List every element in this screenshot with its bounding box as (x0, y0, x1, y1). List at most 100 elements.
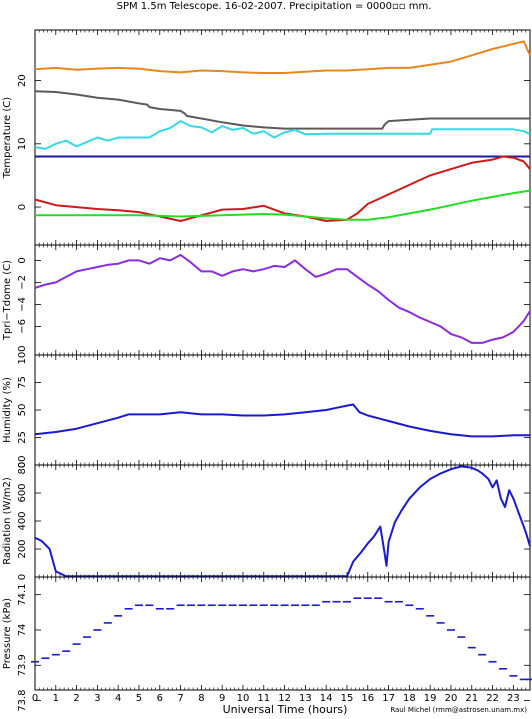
pressure-point (72, 643, 81, 645)
series-line-blue (34, 465, 531, 578)
pressure-point (249, 604, 258, 607)
y-axis-label: Temperature (C) (2, 97, 13, 179)
y-tick-label: 0 (17, 462, 28, 468)
series-line-red (34, 155, 531, 222)
pressure-point (166, 607, 175, 610)
y-tick-label: 25 (17, 431, 28, 444)
pressure-point (436, 622, 445, 624)
pressure-point (290, 604, 299, 607)
x-tick-label: 20 (445, 693, 458, 704)
y-tick-label: 10 (17, 137, 28, 150)
pressure-point (363, 597, 372, 599)
x-tick-label: 9 (219, 693, 225, 704)
pressure-point (186, 604, 195, 607)
y-tick-label: 73.8 (17, 689, 28, 711)
x-tick-label: 14 (320, 693, 333, 704)
x-tick-label: 5 (136, 693, 142, 704)
x-tick-label: 23 (507, 693, 520, 704)
y-axis-label: Radiation (W/m2) (2, 477, 13, 565)
pressure-point (332, 600, 341, 603)
y-tick-label: 400 (17, 511, 28, 530)
series-line-blue (34, 403, 530, 438)
pressure-point (228, 604, 237, 607)
x-axis-label: Universal Time (hours) (223, 703, 348, 716)
pressure-point (207, 604, 216, 607)
pressure-point (103, 622, 112, 624)
pressure-point (134, 604, 143, 607)
pressure-point (145, 604, 154, 607)
pressure-point (51, 653, 60, 656)
pressure-point (384, 600, 393, 603)
pressure-point (176, 604, 185, 607)
pressure-point (498, 668, 507, 670)
pressure-point (259, 604, 268, 607)
y-tick-label: 0 (17, 257, 28, 263)
x-tick-label: 11 (257, 693, 270, 704)
pressure-point (509, 675, 518, 677)
pressure-point (124, 607, 133, 610)
pressure-point (394, 600, 403, 603)
x-tick-label: 22 (486, 693, 499, 704)
pressure-point (31, 660, 39, 663)
x-tick-label: 16 (361, 693, 374, 704)
pressure-point (311, 604, 320, 607)
pressure-point (62, 650, 71, 652)
panel-frame (34, 244, 531, 356)
series-line-orange (34, 40, 531, 74)
panel-frame (34, 464, 531, 578)
x-axis: 0 1 2 3 4 5 6 7 8 9 10 11 12 13 14 15 16 17 18 19 20 21 22 23 (32, 693, 520, 704)
y-tick-label: 600 (17, 483, 28, 502)
pressure-point (405, 604, 414, 607)
pressure-point (342, 600, 351, 603)
pressure-point (457, 636, 466, 638)
pressure-point (526, 678, 532, 681)
y-tick-label: 74 (17, 624, 28, 637)
y-axis-label: Tpri−Tdome (C) (2, 260, 13, 341)
y-tick-label: 200 (17, 539, 28, 558)
pressure-point (82, 636, 91, 638)
x-tick-label: 8 (198, 693, 204, 704)
panel-frame (34, 576, 531, 691)
y-tick-label: 75 (17, 376, 28, 389)
pressure-point (478, 653, 487, 656)
series-line-purple (34, 253, 531, 344)
panel-0: 0 10 20 Temperature (C) (2, 29, 531, 246)
x-tick-label: 13 (299, 693, 312, 704)
pressure-point (415, 607, 424, 610)
y-tick-label: 20 (17, 74, 28, 87)
x-tick-label: 17 (382, 693, 395, 704)
y-tick-label: −6 (17, 319, 28, 334)
y-tick-label: −4 (17, 297, 28, 312)
series-line-cyan (34, 120, 531, 150)
pressure-point (197, 604, 206, 607)
x-tick-label: 15 (341, 693, 354, 704)
y-tick-label: 74.1 (17, 584, 28, 606)
pressure-point (155, 607, 164, 610)
series-line-green (35, 189, 531, 221)
y-tick-label: −2 (17, 275, 28, 290)
y-tick-label: 800 (17, 455, 28, 474)
pressure-point (322, 600, 331, 603)
x-tick-label: 4 (115, 693, 121, 704)
series-line-gray (34, 90, 530, 130)
pressure-point (280, 604, 289, 607)
pressure-point (301, 604, 310, 607)
panel-2: 0 25 50 75 100 Humidity (%) (2, 345, 531, 468)
pressure-point (41, 657, 50, 660)
x-tick-label: 0 (32, 693, 38, 704)
pressure-point (114, 615, 123, 617)
y-tick-label: 0 (17, 574, 28, 580)
x-tick-label: 18 (403, 693, 416, 704)
credit-text: Raul Michel (rmm@astrosen.unam.mx) (390, 706, 527, 714)
x-tick-label: 10 (237, 693, 250, 704)
y-axis-label: Humidity (%) (2, 377, 13, 443)
pressure-point (426, 615, 435, 617)
x-tick-label: 1 (53, 693, 59, 704)
y-tick-label: 73.9 (17, 654, 28, 676)
x-tick-label: 3 (94, 693, 100, 704)
x-tick-label: 2 (73, 693, 79, 704)
pressure-point (519, 678, 528, 681)
pressure-point (93, 629, 102, 631)
